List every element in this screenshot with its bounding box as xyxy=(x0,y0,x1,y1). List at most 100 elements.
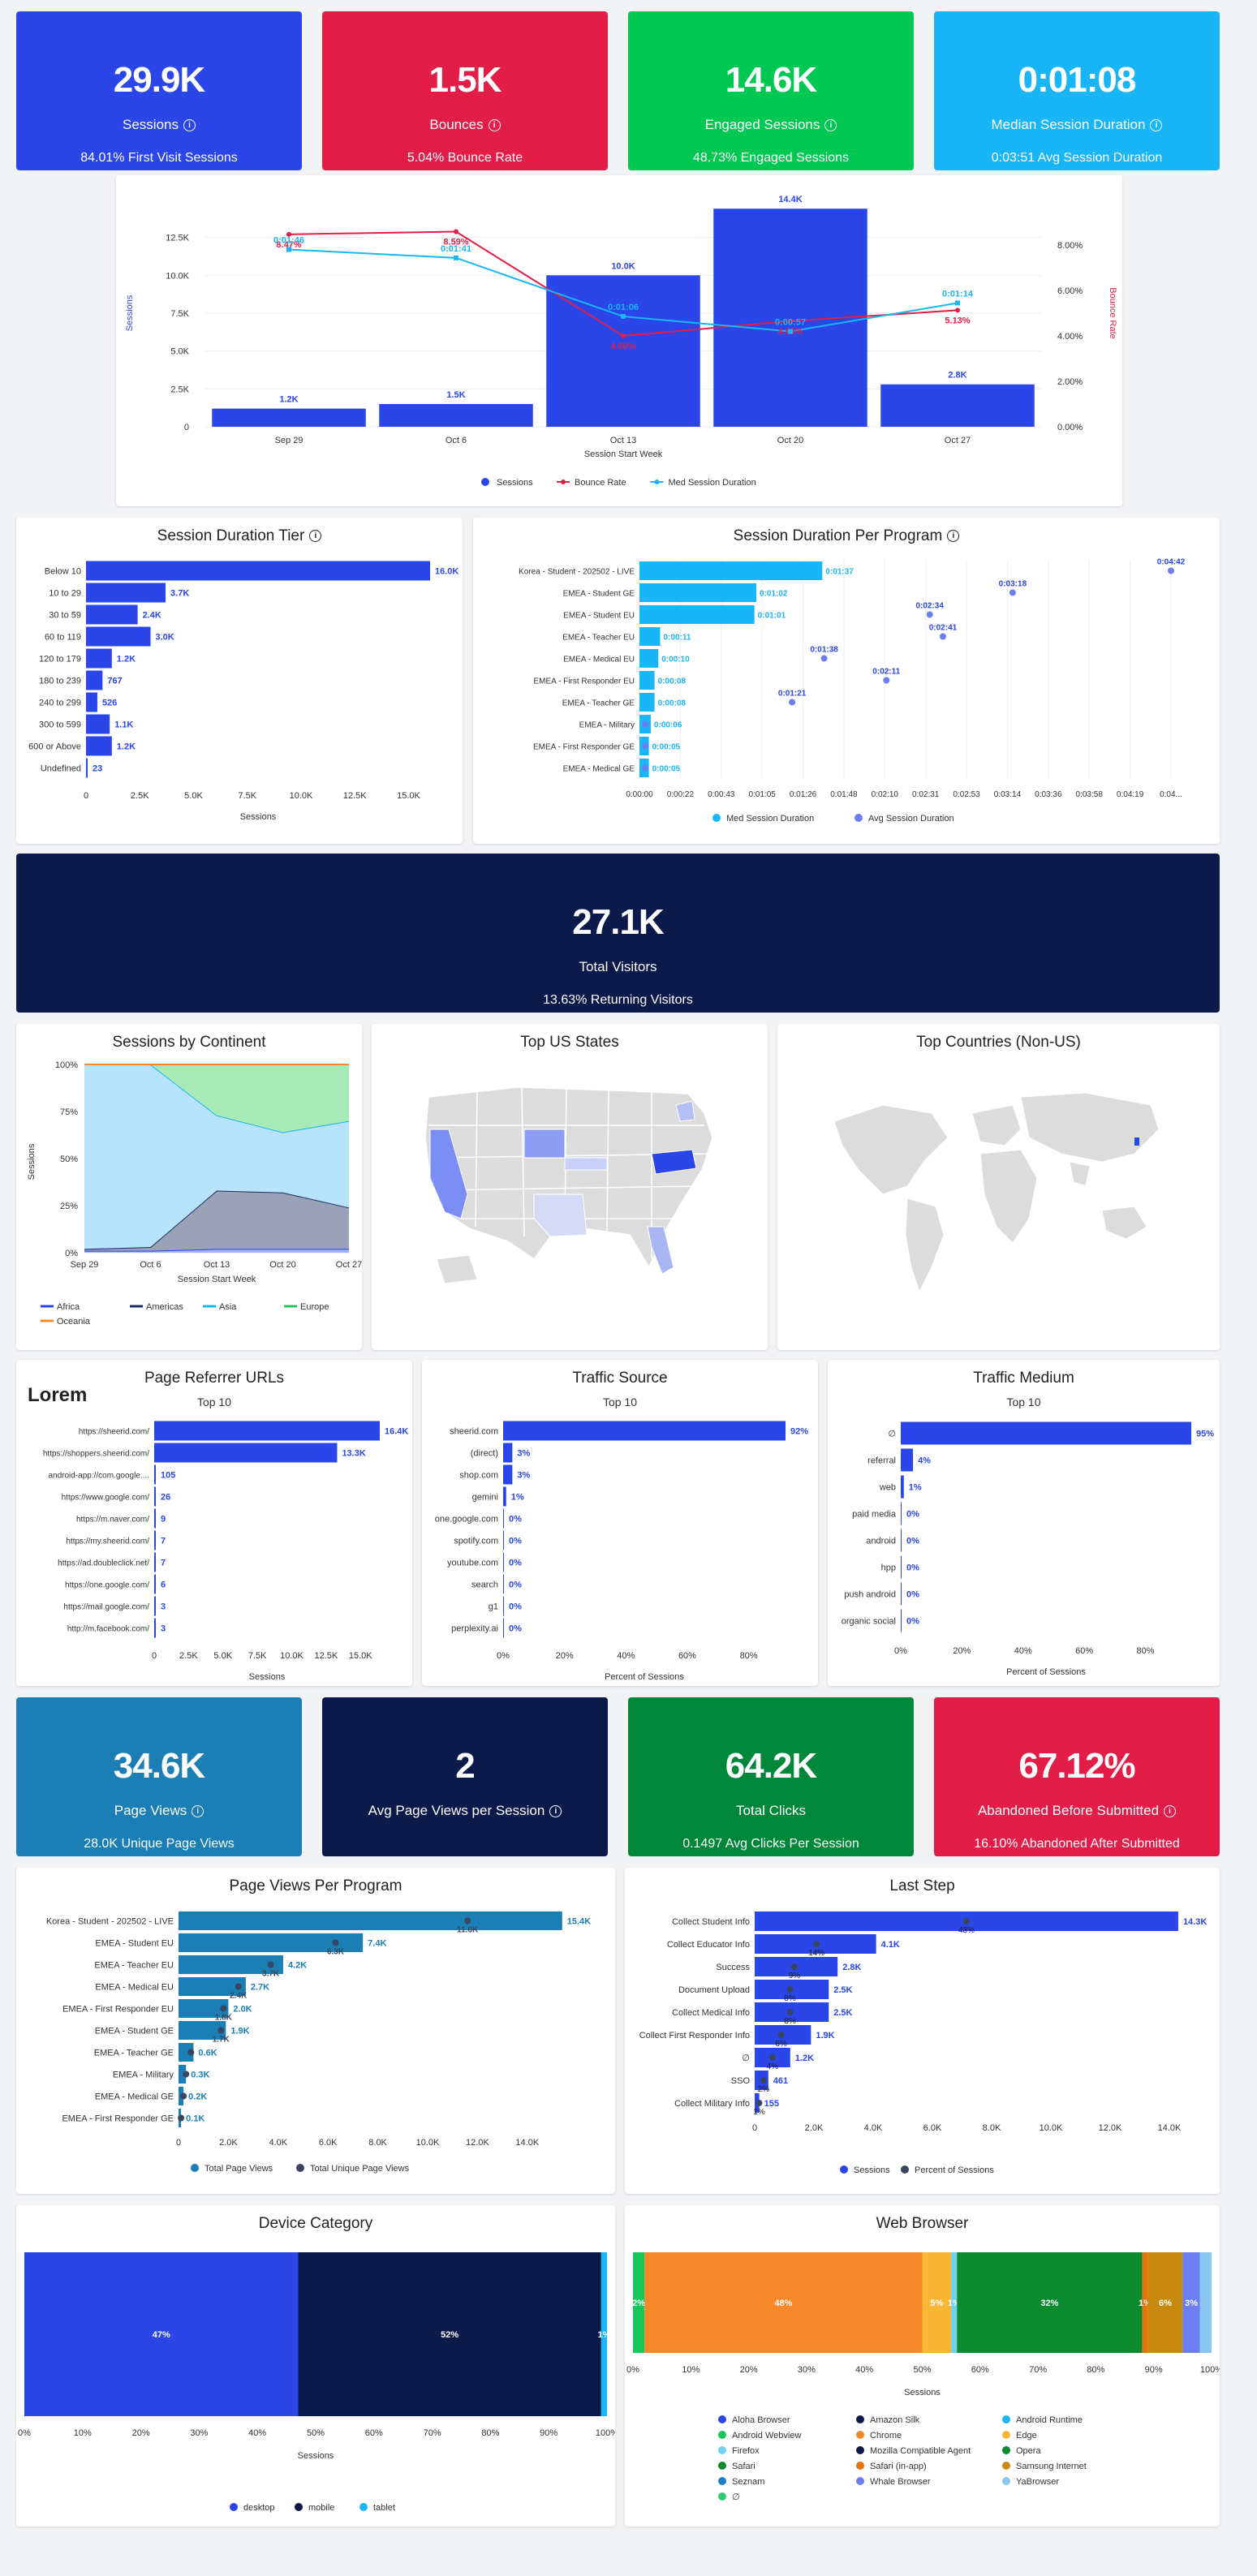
pageviews-bar[interactable] xyxy=(179,2021,226,2040)
unique-pageviews-point[interactable] xyxy=(235,1983,242,1990)
segment-android-webview[interactable] xyxy=(633,2252,645,2353)
bar[interactable] xyxy=(154,1552,156,1572)
avg-duration-point[interactable] xyxy=(1009,589,1016,596)
percent-point[interactable] xyxy=(786,1986,794,1993)
info-icon[interactable]: i xyxy=(549,1805,562,1818)
unique-pageviews-point[interactable] xyxy=(217,2027,225,2034)
segment-desktop[interactable] xyxy=(24,2252,299,2416)
segment-whale-browser[interactable] xyxy=(1182,2252,1200,2353)
bar[interactable] xyxy=(86,736,112,756)
percent-point[interactable] xyxy=(962,1918,970,1924)
info-icon[interactable]: i xyxy=(183,119,196,132)
sessions-bar[interactable] xyxy=(212,408,366,427)
percent-point[interactable] xyxy=(755,2100,763,2106)
pageviews-bar[interactable] xyxy=(179,2043,194,2062)
unique-pageviews-point[interactable] xyxy=(332,1939,339,1946)
segment-mobile[interactable] xyxy=(298,2252,601,2416)
median-duration-bar[interactable] xyxy=(639,693,655,712)
bar[interactable] xyxy=(503,1552,504,1572)
pageviews-bar[interactable] xyxy=(179,1977,246,1996)
bar[interactable] xyxy=(154,1574,156,1594)
bar[interactable] xyxy=(86,561,430,581)
pageviews-bar[interactable] xyxy=(179,1933,364,1952)
sessions-bar[interactable] xyxy=(546,275,700,427)
info-icon[interactable]: i xyxy=(824,119,837,132)
duration-point[interactable] xyxy=(454,255,458,260)
median-duration-bar[interactable] xyxy=(639,649,659,668)
segment-firefox[interactable] xyxy=(951,2252,958,2353)
bar[interactable] xyxy=(503,1486,506,1507)
unique-pageviews-point[interactable] xyxy=(464,1917,471,1924)
duration-point[interactable] xyxy=(955,300,960,306)
sessions-bar[interactable] xyxy=(880,384,1035,427)
duration-point[interactable] xyxy=(788,329,793,334)
bar[interactable] xyxy=(86,604,138,625)
bar[interactable] xyxy=(154,1443,338,1463)
unique-pageviews-point[interactable] xyxy=(267,1961,274,1968)
bar[interactable] xyxy=(86,583,166,603)
bar[interactable] xyxy=(901,1421,1191,1445)
bounce-rate-point[interactable] xyxy=(788,318,793,324)
bar[interactable] xyxy=(154,1618,156,1638)
avg-duration-point[interactable] xyxy=(641,764,648,772)
percent-point[interactable] xyxy=(790,1963,798,1970)
bar[interactable] xyxy=(503,1530,504,1550)
area-americas[interactable] xyxy=(84,1190,349,1251)
unique-pageviews-point[interactable] xyxy=(183,2071,190,2078)
avg-duration-point[interactable] xyxy=(641,720,648,728)
median-duration-bar[interactable] xyxy=(639,605,755,624)
percent-point[interactable] xyxy=(786,2009,794,2015)
bar[interactable] xyxy=(154,1508,156,1529)
bar[interactable] xyxy=(901,1609,902,1632)
bar[interactable] xyxy=(154,1486,156,1507)
bar[interactable] xyxy=(86,648,112,669)
pageviews-bar[interactable] xyxy=(179,1955,283,1974)
bar[interactable] xyxy=(901,1475,904,1499)
bar[interactable] xyxy=(86,758,88,778)
segment-edge[interactable] xyxy=(922,2252,952,2353)
unique-pageviews-point[interactable] xyxy=(187,2049,195,2056)
bar[interactable] xyxy=(901,1529,902,1552)
median-duration-bar[interactable] xyxy=(639,583,757,602)
segment-safari-in-app-[interactable] xyxy=(1142,2252,1148,2353)
bar[interactable] xyxy=(901,1502,902,1525)
avg-duration-point[interactable] xyxy=(883,677,890,684)
area-africa[interactable] xyxy=(84,1249,349,1253)
duration-point[interactable] xyxy=(286,247,291,252)
bar[interactable] xyxy=(901,1582,902,1606)
percent-point[interactable] xyxy=(768,2054,776,2061)
info-icon[interactable]: i xyxy=(192,1805,204,1818)
bar[interactable] xyxy=(154,1464,156,1485)
bounce-rate-point[interactable] xyxy=(955,307,960,313)
avg-duration-point[interactable] xyxy=(1168,567,1174,574)
bar[interactable] xyxy=(154,1530,156,1550)
bar[interactable] xyxy=(86,714,110,734)
percent-point[interactable] xyxy=(813,1941,820,1947)
median-duration-bar[interactable] xyxy=(639,627,661,646)
pageviews-bar[interactable] xyxy=(179,2065,187,2084)
info-icon[interactable]: i xyxy=(309,530,322,543)
segment-tablet[interactable] xyxy=(601,2252,607,2416)
bar[interactable] xyxy=(86,670,103,690)
bar[interactable] xyxy=(503,1574,504,1594)
area-asia[interactable] xyxy=(84,1064,349,1249)
median-duration-bar[interactable] xyxy=(639,671,655,690)
world-map[interactable] xyxy=(777,1024,1220,1350)
segment-yabrowser[interactable] xyxy=(1199,2252,1212,2353)
percent-point[interactable] xyxy=(777,2032,785,2038)
unique-pageviews-point[interactable] xyxy=(178,2114,185,2122)
percent-point[interactable] xyxy=(760,2077,767,2084)
bar[interactable] xyxy=(86,692,97,712)
bar[interactable] xyxy=(86,626,151,647)
bar[interactable] xyxy=(503,1596,504,1616)
us-states-map[interactable] xyxy=(372,1024,768,1350)
info-icon[interactable]: i xyxy=(488,119,501,132)
segment-chrome[interactable] xyxy=(644,2252,923,2353)
bar[interactable] xyxy=(154,1421,380,1441)
pageviews-bar[interactable] xyxy=(179,1912,562,1930)
bar[interactable] xyxy=(901,1555,902,1579)
bar[interactable] xyxy=(503,1618,504,1638)
segment-safari[interactable] xyxy=(957,2252,1143,2353)
avg-duration-point[interactable] xyxy=(789,699,796,706)
avg-duration-point[interactable] xyxy=(820,655,828,662)
